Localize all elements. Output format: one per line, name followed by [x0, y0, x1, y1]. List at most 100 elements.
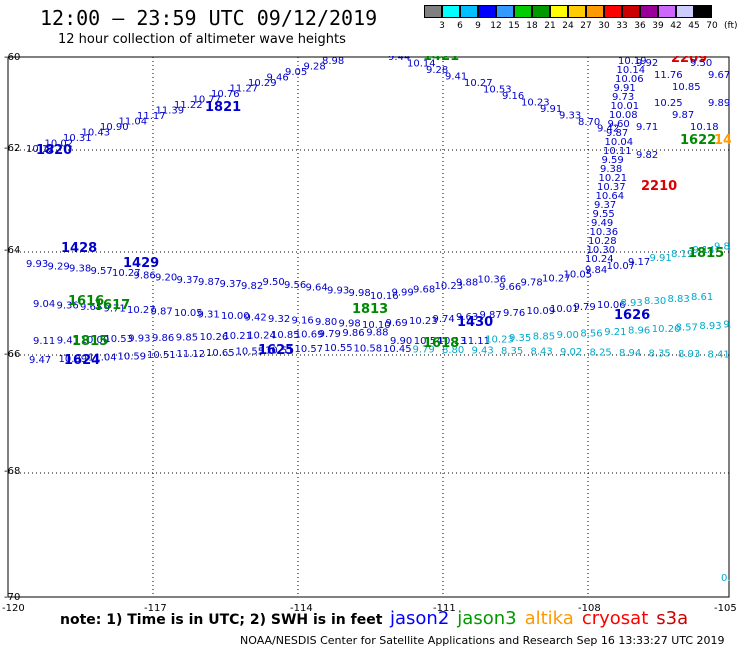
wave-value: 9.98 [339, 319, 361, 330]
wave-value: 9.87 [198, 277, 220, 288]
wave-value: 9.89 [708, 98, 730, 109]
wave-value: 9.86 [342, 328, 364, 339]
wave-value: 10.09 [59, 354, 88, 365]
x-label-105: -105 [714, 603, 737, 614]
pass-time: 1617 [94, 298, 130, 313]
wave-value: 9.86 [134, 270, 156, 281]
wave-value: 8.70 [578, 117, 600, 128]
legend-swatch [442, 5, 460, 18]
wave-value: 9.87 [151, 307, 173, 318]
legend-value: 18 [526, 21, 538, 31]
pass-time: 140 [714, 133, 731, 148]
wave-value: 10.14 [407, 59, 436, 70]
wave-value: 9.87 [672, 110, 694, 121]
wave-value: 8.83 [668, 294, 690, 305]
pass-time: 1624 [64, 353, 100, 368]
wave-value: 10.64 [596, 191, 625, 202]
wave-value: 9.42 [245, 313, 267, 324]
wave-value: 9.88 [366, 328, 388, 339]
wave-value: 10.07 [607, 261, 636, 272]
wave-value: 10.13 [438, 336, 467, 347]
wave-value: 9.42 [597, 124, 619, 135]
wave-value: 10.29 [248, 78, 277, 89]
wave-value: 9.56 [284, 280, 306, 291]
pass-time: 1821 [205, 100, 241, 115]
wave-value: 9.67 [708, 70, 730, 81]
wave-value: 10.14 [617, 65, 646, 76]
wave-value: 10.23 [521, 98, 550, 109]
wave-value: 10.58 [354, 344, 383, 355]
wave-value: 10.10 [362, 320, 391, 331]
wave-value: 8.19 [671, 249, 693, 260]
pass-time: 1625 [258, 343, 294, 358]
x-label-117: -117 [144, 603, 167, 614]
pass-time: 1626 [614, 308, 650, 323]
x-label-111: -111 [433, 603, 456, 614]
wave-value: 8.43 [531, 347, 553, 358]
wave-value: 9.11 [33, 336, 55, 347]
wave-value: 10.77 [193, 95, 222, 106]
wave-value: 9.79 [319, 329, 341, 340]
legend-value: 27 [580, 21, 592, 31]
wave-value: 10.02 [45, 139, 74, 150]
legend-value: 45 [688, 21, 700, 31]
legend-value: 6 [457, 21, 463, 31]
legend-swatch [694, 5, 712, 18]
wave-value: 10.20 [652, 324, 681, 335]
legend-swatch [532, 5, 550, 18]
wave-value: 10.55 [236, 347, 265, 358]
wave-value: 10.55 [324, 343, 353, 354]
wave-value: 11.39 [156, 106, 185, 117]
wave-value: 10.51 [147, 350, 176, 361]
wave-value: 10.27 [464, 78, 493, 89]
wave-value: 11.76 [654, 70, 683, 81]
wave-value: 10.05 [174, 308, 203, 319]
wave-value: 10.18 [690, 122, 719, 133]
legend-value: 9 [475, 21, 481, 31]
wave-value: 8.30 [644, 296, 666, 307]
wave-value: 10.37 [597, 182, 626, 193]
wave-value: 9.82 [241, 281, 263, 292]
wave-value: 8.61 [691, 292, 713, 303]
legend-value: 12 [490, 21, 502, 31]
wave-value: 8.93 [699, 321, 721, 332]
wave-value: 10.19 [618, 56, 647, 67]
y-label-64: -64 [4, 245, 21, 256]
wave-value: 9.91 [614, 83, 636, 94]
x-label-114: -114 [290, 603, 313, 614]
wave-value: 9.02 [560, 347, 582, 358]
legend-value: 39 [652, 21, 664, 31]
wave-value: 10.27 [542, 273, 571, 284]
wave-value: 10.05 [564, 269, 593, 280]
wave-value: 9.84 [585, 265, 607, 276]
wave-value: 9.93 [26, 259, 48, 270]
wave-value: 9.28 [304, 62, 326, 73]
wave-value: 10.08 [609, 110, 638, 121]
wave-value: 10.06 [597, 300, 626, 311]
legend-swatch [568, 5, 586, 18]
wave-value: 10.24 [247, 331, 276, 342]
wave-value: 10.90 [100, 122, 129, 133]
wave-value: 8.93 [678, 349, 700, 360]
wave-value: 10.01 [550, 304, 579, 315]
wave-value: 9.57 [91, 266, 113, 277]
wave-value: 9.04 [33, 299, 55, 310]
wave-value: 9.49 [591, 218, 613, 229]
wave-value: 11.04 [119, 117, 148, 128]
wave-value: 10.04 [605, 137, 634, 148]
wave-value: 0. [721, 573, 731, 584]
legend-value: 70 [706, 21, 718, 31]
satellite-name: jason2 [390, 608, 450, 629]
wave-value: 9.63 [456, 312, 478, 323]
satellite-legend: jason2 jason3 altika cryosat s3a [390, 608, 696, 629]
legend-value: 21 [544, 21, 556, 31]
pass-time: 1430 [457, 315, 493, 330]
wave-value: 10.36 [590, 227, 619, 238]
legend-value: 33 [616, 21, 628, 31]
wave-value: 9.79 [574, 302, 596, 313]
wave-value: 9.00 [557, 330, 579, 341]
satellite-name: s3a [656, 608, 689, 629]
wave-value: 10.28 [588, 236, 617, 247]
wave-value: 10.23 [409, 316, 438, 327]
wave-value: 9.32 [268, 314, 290, 325]
